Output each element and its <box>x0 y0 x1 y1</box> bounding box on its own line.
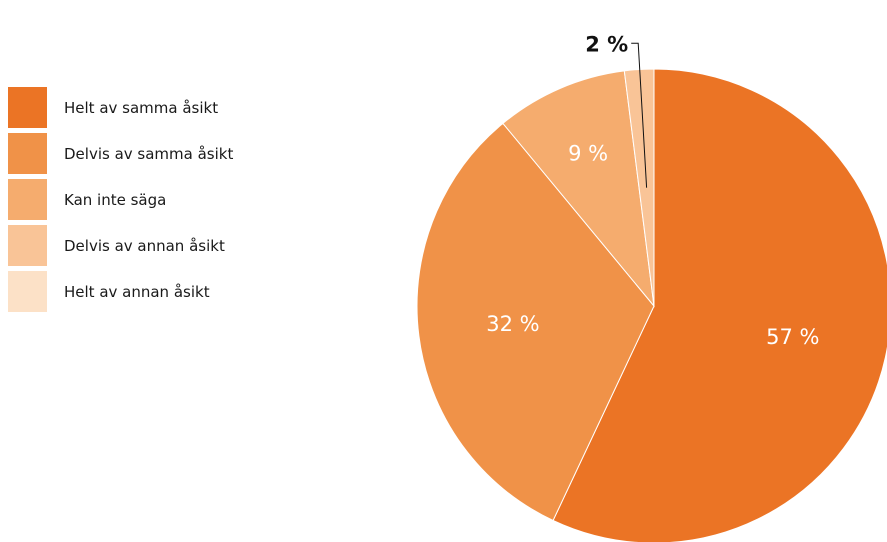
legend-item-delvis-annan: Delvis av annan åsikt <box>8 225 308 266</box>
callout-line <box>631 42 648 188</box>
legend-swatch <box>8 225 47 266</box>
legend-label: Delvis av samma åsikt <box>64 144 234 163</box>
pie-slice <box>552 68 887 542</box>
legend: Helt av samma åsikt Delvis av samma åsik… <box>8 87 308 317</box>
slice-value-label: 2 % <box>585 32 628 56</box>
legend-label: Delvis av annan åsikt <box>64 236 225 255</box>
legend-item-helt-samma: Helt av samma åsikt <box>8 87 308 128</box>
legend-label: Helt av samma åsikt <box>64 98 219 117</box>
legend-item-delvis-samma: Delvis av samma åsikt <box>8 133 308 174</box>
slice-value-label: 9 % <box>568 142 608 166</box>
pie-slice <box>502 70 655 308</box>
pie-slice <box>623 68 655 307</box>
legend-label: Helt av annan åsikt <box>64 282 210 301</box>
legend-item-kan-inte-saga: Kan inte säga <box>8 179 308 220</box>
legend-swatch <box>8 133 47 174</box>
pie-slice <box>416 122 655 522</box>
legend-item-helt-annan: Helt av annan åsikt <box>8 271 308 312</box>
legend-swatch <box>8 179 47 220</box>
slice-value-label: 32 % <box>486 312 539 336</box>
legend-swatch <box>8 87 47 128</box>
slice-value-label: 57 % <box>766 325 819 349</box>
legend-label: Kan inte säga <box>64 190 167 209</box>
legend-swatch <box>8 271 47 312</box>
